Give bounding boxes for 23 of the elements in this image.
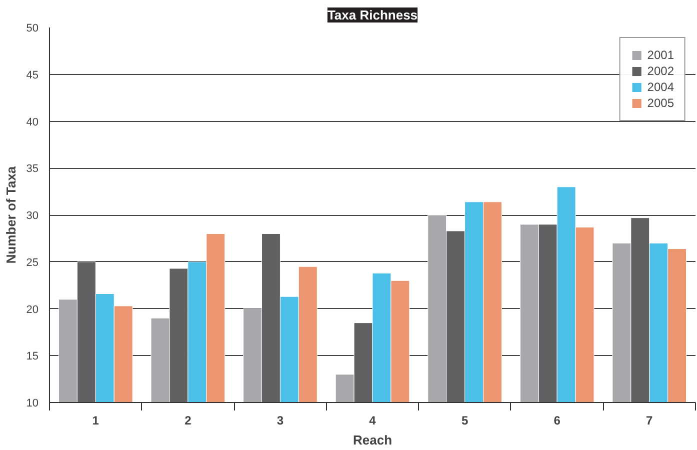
legend-label: 2001: [647, 48, 674, 62]
x-tick-label: 7: [646, 414, 654, 428]
y-tick-label: 30: [26, 210, 39, 222]
x-tick-label: 1: [92, 414, 100, 428]
x-tick-label: 4: [369, 414, 376, 428]
chart-title: Taxa Richness: [327, 8, 418, 22]
legend-label: 2002: [647, 64, 674, 78]
x-tick-label: 6: [554, 414, 561, 428]
y-tick-label: 20: [26, 304, 39, 316]
x-tick-label: 5: [461, 414, 468, 428]
x-tick-label: 2: [184, 414, 192, 428]
legend-label: 2004: [647, 80, 674, 94]
x-axis-title: Reach: [352, 432, 392, 448]
y-tick-label: 45: [26, 69, 39, 82]
y-tick-label: 10: [26, 398, 39, 410]
y-tick-label: 35: [26, 163, 39, 176]
legend-label: 2005: [647, 96, 674, 110]
y-tick-label: 50: [26, 22, 39, 34]
y-tick-label: 15: [26, 350, 39, 363]
y-tick-label: 25: [26, 256, 39, 269]
y-axis-title: Number of Taxa: [3, 166, 18, 264]
y-tick-label: 40: [26, 116, 39, 128]
x-tick-label: 3: [276, 414, 284, 428]
